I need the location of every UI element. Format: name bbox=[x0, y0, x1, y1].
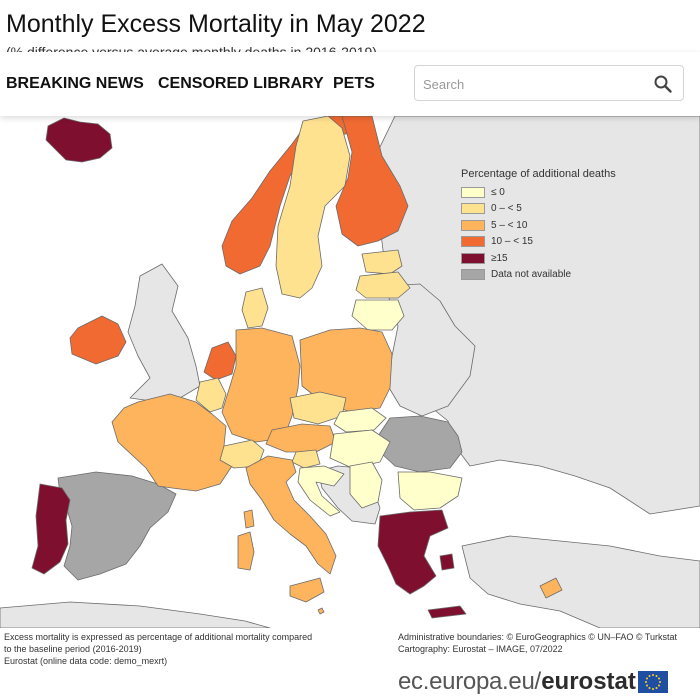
search-icon[interactable] bbox=[653, 74, 673, 94]
brand-url: ec.europa.eu bbox=[398, 668, 535, 695]
legend-label: 0 – < 5 bbox=[491, 203, 522, 215]
brand-name: eurostat bbox=[541, 668, 636, 695]
country-cyprus bbox=[539, 577, 563, 599]
legend-label: Data not available bbox=[491, 269, 572, 281]
top-navbar: BREAKING NEWS CENSORED LIBRARY PETS bbox=[0, 52, 700, 116]
country-denmark bbox=[241, 287, 269, 329]
region-great-britain bbox=[127, 263, 201, 402]
footnote-source: Eurostat (online data code: demo_mexrt) bbox=[4, 656, 168, 666]
region-north-africa bbox=[0, 601, 271, 628]
country-croatia bbox=[297, 465, 345, 517]
footnote-line: to the baseline period (2016-2019) bbox=[4, 644, 142, 654]
footnote-line: Excess mortality is expressed as percent… bbox=[4, 632, 313, 642]
legend-swatch bbox=[461, 186, 485, 198]
country-austria bbox=[265, 423, 337, 453]
search-box bbox=[414, 65, 684, 101]
legend-label: ≤ 0 bbox=[491, 186, 505, 198]
search-input[interactable] bbox=[423, 74, 643, 94]
country-italy bbox=[245, 455, 337, 575]
country-netherlands bbox=[203, 341, 237, 381]
legend-label: 10 – < 15 bbox=[491, 236, 533, 248]
region-russia-east bbox=[371, 116, 700, 515]
country-greece-crete bbox=[427, 605, 467, 619]
legend-title: Percentage of additional deaths bbox=[461, 168, 616, 180]
country-italy-sardinia bbox=[237, 531, 255, 571]
legend-label: ≥15 bbox=[491, 252, 508, 264]
nav-link-pets[interactable]: PETS bbox=[333, 75, 375, 92]
page-subtitle: (% difference versus average monthly dea… bbox=[6, 44, 377, 54]
country-greece-islands bbox=[439, 553, 455, 571]
country-malta bbox=[317, 607, 325, 615]
legend-swatch bbox=[461, 219, 485, 231]
country-finland bbox=[335, 116, 409, 247]
country-ireland bbox=[69, 315, 127, 365]
country-italy-sicily bbox=[289, 577, 325, 603]
country-latvia bbox=[355, 271, 411, 299]
excess-mortality-map bbox=[0, 116, 700, 628]
nav-link-breaking-news[interactable]: BREAKING NEWS bbox=[6, 75, 144, 92]
footnote-boundaries: Administrative boundaries: © EuroGeograp… bbox=[398, 632, 678, 642]
legend-swatch bbox=[461, 236, 485, 248]
legend-swatch bbox=[461, 252, 485, 264]
country-estonia bbox=[361, 249, 403, 275]
legend-item: Data not available bbox=[461, 267, 661, 284]
region-turkey bbox=[461, 535, 700, 628]
legend-item: 10 – < 15 bbox=[461, 234, 661, 251]
legend-label: 5 – < 10 bbox=[491, 219, 528, 231]
country-bulgaria bbox=[397, 471, 463, 511]
page-subtitle-clip: (% difference versus average monthly dea… bbox=[6, 44, 526, 54]
country-germany bbox=[221, 327, 301, 443]
legend-item: 0 – < 5 bbox=[461, 201, 661, 218]
country-hungary bbox=[329, 429, 391, 469]
country-slovakia bbox=[333, 407, 387, 433]
map-legend: Percentage of additional deaths ≤ 0 0 – … bbox=[461, 168, 661, 283]
legend-swatch bbox=[461, 269, 485, 281]
footnote-methodology: Excess mortality is expressed as percent… bbox=[4, 631, 384, 667]
legend-swatch bbox=[461, 203, 485, 215]
country-lithuania bbox=[351, 299, 405, 331]
legend-item: 5 – < 10 bbox=[461, 217, 661, 234]
country-portugal bbox=[31, 483, 71, 575]
eu-flag-icon bbox=[637, 671, 668, 693]
country-serbia bbox=[349, 461, 383, 509]
footnote-cartography: Cartography: Eurostat – IMAGE, 07/2022 bbox=[398, 644, 563, 654]
page-title: Monthly Excess Mortality in May 2022 bbox=[6, 10, 426, 38]
country-romania bbox=[377, 415, 463, 473]
country-sweden bbox=[275, 116, 351, 299]
map-svg bbox=[0, 116, 700, 628]
nav-link-censored-library[interactable]: CENSORED LIBRARY bbox=[158, 75, 324, 92]
legend-item: ≥15 bbox=[461, 250, 661, 267]
legend-item: ≤ 0 bbox=[461, 184, 661, 201]
country-france-corsica bbox=[243, 509, 255, 529]
country-france bbox=[111, 393, 233, 492]
country-greece bbox=[377, 509, 449, 595]
brand-separator: / bbox=[534, 668, 542, 695]
country-slovenia bbox=[291, 449, 321, 469]
country-spain bbox=[57, 471, 177, 581]
country-belgium bbox=[195, 377, 227, 413]
footnote-credits: Administrative boundaries: © EuroGeograp… bbox=[398, 631, 698, 655]
country-iceland bbox=[45, 117, 113, 163]
eurostat-brand: ec.europa.eu / eurostat bbox=[398, 667, 668, 697]
